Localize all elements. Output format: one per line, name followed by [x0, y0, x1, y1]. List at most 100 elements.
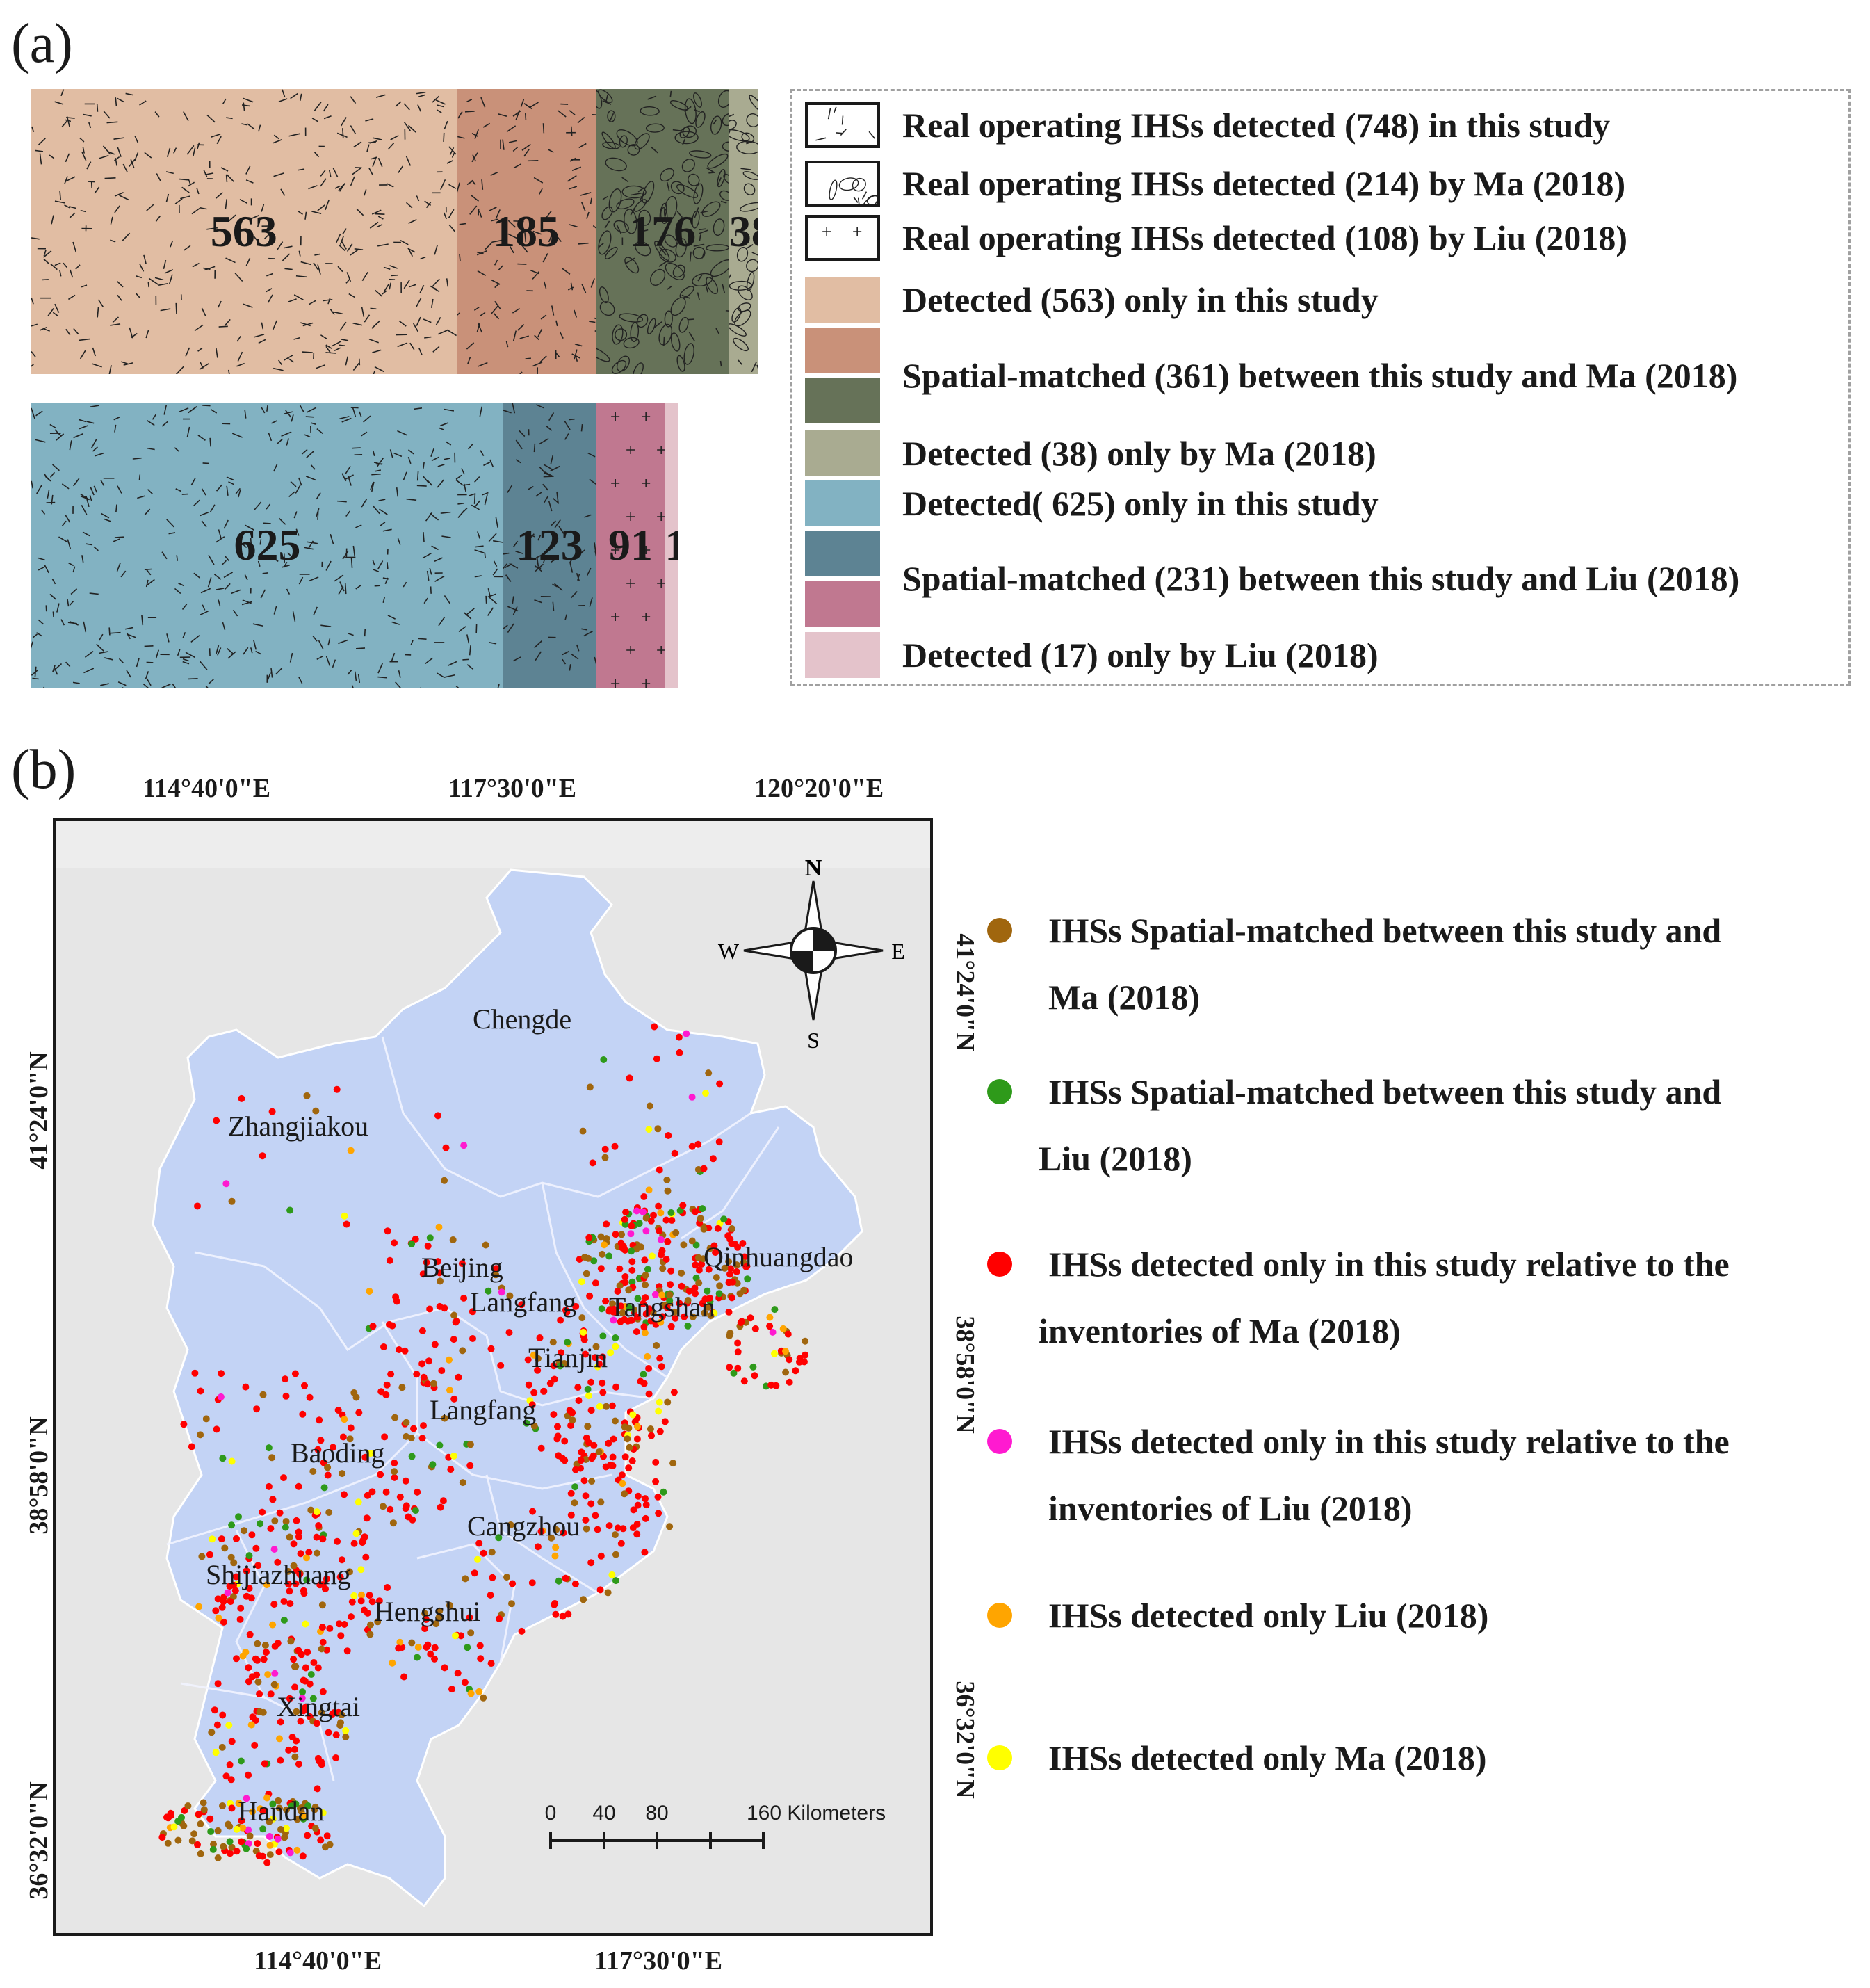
ihs-point: [642, 1281, 649, 1288]
ihs-point: [557, 1316, 564, 1324]
ihs-point: [336, 1574, 344, 1581]
ihs-point: [455, 1373, 462, 1381]
ihs-point: [230, 1559, 238, 1567]
ihs-point: [341, 1416, 348, 1423]
ihs-point: [658, 1291, 666, 1299]
ihs-point: [287, 1638, 295, 1645]
ihs-point: [733, 1268, 740, 1275]
ihs-point: [300, 1590, 308, 1597]
ihs-point: [424, 1242, 432, 1250]
ihs-point: [227, 1776, 235, 1784]
ihs-point: [616, 1265, 624, 1272]
ihs-point: [261, 1642, 269, 1649]
legend-label: Real operating IHSs detected (214) by Ma…: [902, 164, 1626, 203]
ihs-point: [645, 1186, 653, 1194]
ihs-point: [652, 1458, 660, 1466]
ihs-point: [355, 1498, 362, 1506]
ihs-point: [219, 1455, 227, 1462]
ihs-point: [678, 1269, 685, 1277]
ihs-point: [265, 1444, 273, 1452]
ihs-point: [247, 1721, 255, 1729]
right-axis-label: 38°58'0"N: [950, 1316, 979, 1434]
ihs-point: [389, 1322, 396, 1330]
legend-swatch: [805, 215, 880, 261]
ihs-point: [739, 1240, 747, 1247]
ihs-point: [437, 1277, 444, 1285]
ihs-point: [772, 1382, 780, 1389]
top-axis-label: 117°30'0"E: [448, 774, 577, 803]
ihs-point: [342, 1727, 350, 1734]
ihs-point: [233, 1848, 241, 1855]
ihs-point: [212, 1607, 220, 1615]
ihs-point: [214, 1680, 222, 1688]
city-label: Xingtai: [277, 1691, 360, 1722]
city-label: Tangshan: [609, 1291, 715, 1323]
legend-item: Spatial-matched (231) between this study…: [805, 531, 1739, 598]
ihs-point: [215, 1614, 222, 1622]
ihs-point: [311, 1806, 318, 1813]
ihs-point: [361, 1453, 369, 1461]
ihs-point: [603, 1235, 610, 1243]
bar-value-label: 563: [210, 207, 277, 256]
ihs-point: [421, 1610, 429, 1617]
ihs-point: [666, 1297, 674, 1304]
ihs-point: [619, 1525, 627, 1533]
ihs-point: [317, 1437, 325, 1444]
ihs-point: [256, 1690, 263, 1698]
ihs-point: [655, 1510, 662, 1517]
ihs-point: [678, 1282, 685, 1290]
ihs-point: [562, 1574, 569, 1582]
ihs-point: [597, 1265, 605, 1272]
ihs-point: [310, 1659, 318, 1666]
bar-segment-pattern: [456, 97, 596, 374]
ihs-point: [427, 1650, 434, 1658]
ihs-point: [503, 1574, 510, 1581]
ihs-point: [197, 1820, 204, 1827]
ihs-point: [617, 1540, 625, 1547]
ihs-point: [181, 1807, 188, 1814]
ihs-point: [380, 1343, 387, 1350]
ihs-point: [254, 1678, 262, 1686]
ihs-point: [407, 1435, 415, 1441]
right-axis-label: 36°32'0"N: [950, 1681, 979, 1799]
ihs-point: [282, 1392, 290, 1400]
ihs-point: [260, 1656, 268, 1663]
ihs-point: [291, 1753, 299, 1761]
ihs-point: [584, 1385, 592, 1393]
ihs-point: [158, 1834, 166, 1841]
ihs-point: [436, 1302, 444, 1310]
ihs-point: [180, 1421, 188, 1428]
ihs-point: [800, 1358, 808, 1366]
ihs-point: [558, 1349, 565, 1357]
ihs-point: [459, 1347, 466, 1355]
ihs-point: [239, 1652, 247, 1660]
ihs-point: [245, 1771, 252, 1779]
ihs-point: [381, 1433, 389, 1441]
city-label: Langfang: [470, 1286, 576, 1318]
ihs-point: [286, 1849, 294, 1857]
map-legend-label: IHSs detected only Ma (2018): [1048, 1738, 1487, 1777]
ihs-point: [537, 1528, 545, 1535]
bar-segment: 91: [596, 403, 665, 688]
ihs-point: [323, 1575, 330, 1583]
legend-swatch-pattern: [815, 106, 876, 141]
ihs-point: [277, 1826, 284, 1833]
ihs-point: [608, 1571, 616, 1578]
ihs-point: [644, 1352, 651, 1360]
ihs-point: [306, 1680, 314, 1688]
ihs-point: [738, 1318, 746, 1325]
ihs-point: [720, 1215, 728, 1223]
ihs-point: [319, 1688, 327, 1695]
ihs-point: [692, 1208, 699, 1215]
ihs-point: [228, 1457, 236, 1465]
ihs-point: [661, 1418, 669, 1425]
ihs-point: [359, 1539, 366, 1546]
ihs-point: [377, 1471, 384, 1478]
ihs-point: [611, 1531, 619, 1539]
ihs-point: [395, 1644, 403, 1652]
ihs-point: [612, 1383, 620, 1391]
ihs-point: [206, 1815, 214, 1823]
ihs-point: [218, 1603, 226, 1611]
ihs-point: [333, 1085, 341, 1093]
ihs-point: [191, 1369, 199, 1377]
